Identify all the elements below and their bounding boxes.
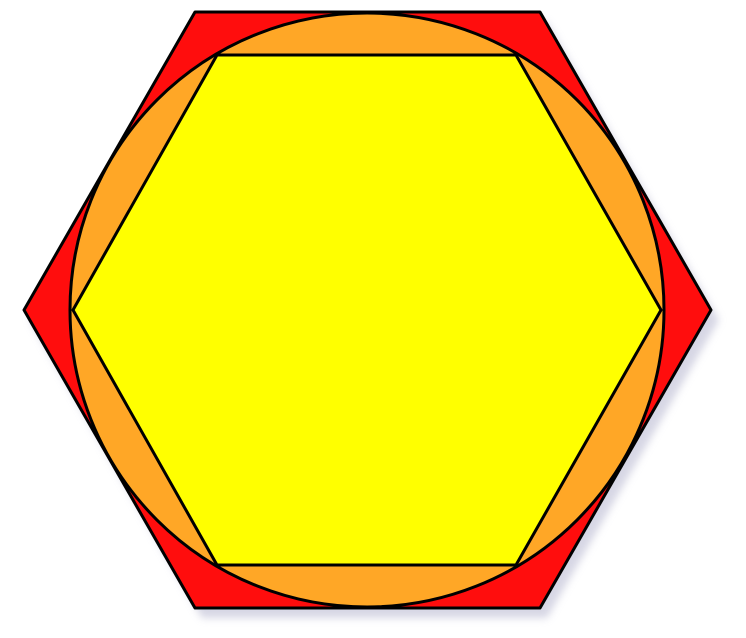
inner-hexagon bbox=[71, 53, 663, 567]
